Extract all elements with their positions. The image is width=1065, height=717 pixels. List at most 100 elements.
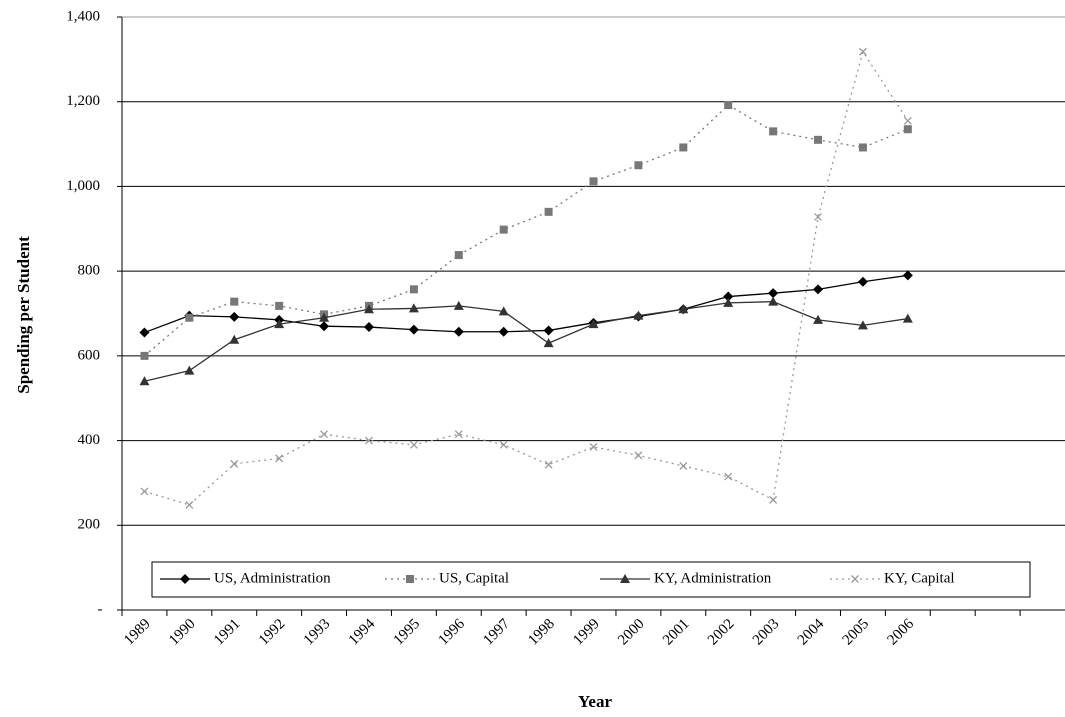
data-point [724,472,733,481]
data-point [634,451,643,460]
data-point [453,326,464,337]
y-tick-label: 400 [78,432,101,448]
data-point [499,440,508,449]
data-point [723,297,734,307]
data-point [139,327,150,338]
legend-marker [406,575,414,583]
y-axis-label: Spending per Student [14,236,33,394]
data-point [454,430,463,439]
data-point [769,127,778,136]
data-point [768,288,779,299]
data-point [140,351,149,360]
data-point [184,365,195,375]
data-point [409,440,418,449]
y-tick-label: - [98,601,103,617]
data-point [814,135,823,144]
data-point [769,495,778,504]
data-point [858,47,867,56]
x-tick-label: 2005 [840,616,873,649]
x-tick-label: 2000 [615,616,648,649]
data-point [589,442,598,451]
data-point [185,500,194,509]
data-point [454,251,463,260]
y-tick-label: 1,400 [66,8,100,24]
x-tick-label: 2004 [795,616,828,649]
x-tick-label: 1998 [525,616,558,649]
y-tick-label: 1,000 [66,178,100,194]
x-tick-label: 2003 [750,616,783,649]
data-point [498,326,509,337]
data-point [544,207,553,216]
data-point [902,313,913,323]
x-tick-label: 1996 [436,616,469,649]
legend-marker [620,574,630,583]
data-point [903,116,912,125]
data-point [320,430,329,439]
x-axis-label: Year [578,692,612,711]
data-point [230,297,239,306]
data-point [363,322,374,333]
data-point [544,460,553,469]
data-point [499,225,508,234]
data-point [679,143,688,152]
data-point [408,324,419,335]
data-point [139,376,150,386]
data-point [275,454,284,463]
data-point [589,177,598,186]
x-tick-label: 2006 [885,616,918,649]
data-point [814,212,822,221]
data-point [453,300,464,310]
data-point [230,459,239,468]
x-tick-label: 1991 [211,616,244,649]
x-tick-label: 1997 [480,616,513,649]
x-tick-label: 1990 [166,616,199,649]
data-point [588,319,599,329]
data-point [229,311,240,322]
data-point [857,276,868,287]
data-point [409,285,418,294]
legend-label: KY, Administration [654,570,772,586]
data-point [634,161,643,170]
data-point [408,303,419,313]
legend-label: US, Administration [214,570,331,586]
legend-label: US, Capital [439,570,509,586]
series-line [144,104,909,357]
x-tick-label: 1999 [570,616,603,649]
data-point [319,321,330,332]
data-point [813,284,824,295]
data-point [319,312,330,322]
data-point [768,296,779,306]
x-tick-label: 1994 [346,616,379,649]
data-point [543,325,554,336]
data-point [723,291,734,302]
data-point [679,462,688,470]
data-point [229,334,240,344]
legend-marker [180,574,190,584]
x-tick-label: 1993 [301,616,334,649]
x-tick-label: 1995 [391,616,424,649]
y-tick-label: 800 [78,263,101,279]
data-point [365,436,373,445]
data-point [902,270,913,281]
data-point [813,314,824,324]
x-tick-label: 2002 [705,616,738,649]
x-tick-label: 2001 [660,616,693,649]
data-point [274,319,285,329]
y-tick-label: 600 [78,347,101,363]
data-point [275,301,284,310]
data-point [903,125,912,134]
data-point [185,313,194,322]
y-tick-label: 200 [78,517,101,533]
data-point [678,304,689,314]
data-point [858,143,867,152]
y-tick-label: 1,200 [66,93,100,109]
data-point [498,306,509,316]
series-line [144,300,908,382]
data-point [633,310,644,320]
data-point [363,304,374,314]
data-point [724,101,733,110]
legend-marker [851,575,859,583]
x-tick-label: 1992 [256,616,289,649]
legend-label: KY, Capital [884,570,955,586]
